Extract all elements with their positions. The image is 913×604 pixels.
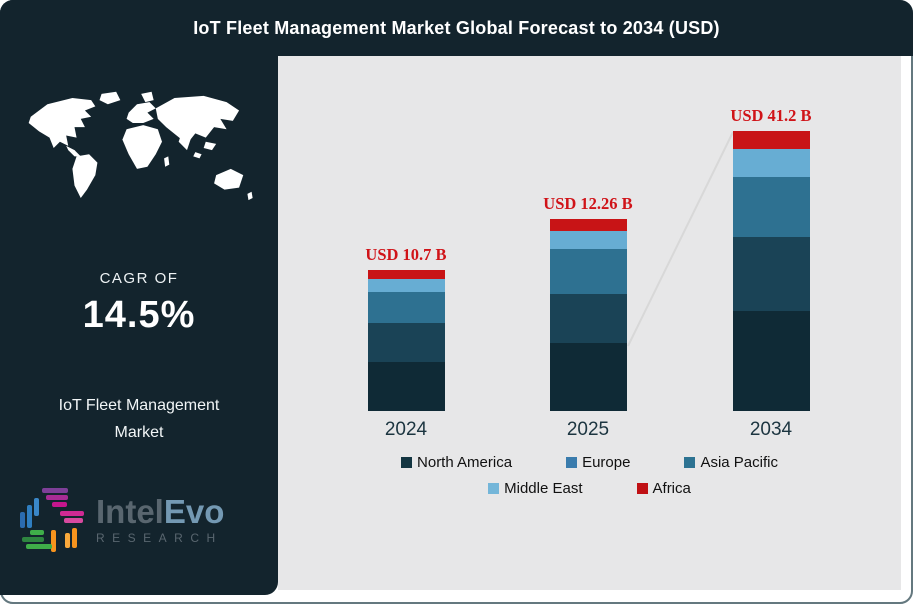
legend-item-middle-east: Middle East — [488, 480, 583, 497]
bar-value-label-2024: USD 10.7 B — [365, 245, 447, 264]
legend-swatch — [566, 457, 578, 468]
logo-text: IntelEvo RESEARCH — [96, 495, 224, 546]
world-map-graphic — [28, 91, 253, 201]
bar-segment-africa — [732, 131, 810, 149]
x-axis-label-2034: 2034 — [749, 419, 793, 440]
bar-value-label-2034: USD 41.2 B — [730, 106, 812, 125]
legend-label: Asia Pacific — [700, 454, 778, 471]
legend-swatch — [684, 457, 696, 468]
x-axis-label-2024: 2024 — [384, 419, 428, 440]
logo-tagline: RESEARCH — [96, 531, 223, 545]
x-axis-label-2025: 2025 — [566, 419, 610, 440]
bar-2034 — [732, 131, 810, 411]
bar-segment-middle-east — [732, 149, 810, 177]
bar-segment-europe — [732, 237, 810, 311]
legend-label: Africa — [652, 480, 691, 497]
bar-segment-asia-pacific — [732, 177, 810, 237]
legend-label: Middle East — [504, 480, 583, 497]
bar-segment-north-america — [732, 311, 810, 411]
logo: IntelEvo RESEARCH — [18, 484, 268, 556]
sidebar: CAGR OF 14.5% IoT Fleet Management Marke… — [0, 0, 278, 595]
legend-item-north-america: North America — [401, 454, 512, 471]
legend-item-europe: Europe — [566, 454, 630, 471]
chart-panel: USD 10.7 B 2024 USD 12.26 B 2025 USD 41.2 B 2… — [278, 56, 901, 590]
logo-pinwheel-icon — [18, 486, 86, 554]
legend-row: North America Europe Asia Pacific — [278, 454, 901, 471]
bar-segment-europe — [549, 293, 627, 343]
bar-segment-north-america — [367, 361, 445, 411]
legend-item-africa: Africa — [636, 480, 691, 497]
bar-2024 — [367, 270, 445, 411]
world-map — [12, 84, 262, 212]
logo-brand-intel: Intel — [96, 493, 164, 530]
legend-swatch — [401, 457, 413, 468]
bar-segment-middle-east — [549, 231, 627, 250]
legend-item-asia-pacific: Asia Pacific — [684, 454, 778, 471]
legend-swatch — [488, 483, 500, 494]
bar-segment-africa — [549, 219, 627, 232]
page-title: IoT Fleet Management Market Global Forec… — [193, 18, 720, 38]
bar-segment-asia-pacific — [367, 291, 445, 323]
bar-segment-europe — [367, 322, 445, 362]
market-name: IoT Fleet Management Market — [0, 392, 278, 446]
bar-segment-asia-pacific — [549, 249, 627, 294]
legend-row: Middle East Africa — [278, 480, 901, 497]
bar-segment-middle-east — [367, 278, 445, 292]
legend-label: North America — [417, 454, 513, 471]
cagr-label: CAGR OF — [99, 270, 179, 287]
bar-2025 — [549, 219, 627, 411]
legend-label: Europe — [582, 454, 631, 471]
market-name-line2: Market — [114, 424, 164, 441]
legend-swatch — [636, 483, 648, 494]
bar-segment-north-america — [549, 343, 627, 411]
bar-value-label-2025: USD 12.26 B — [543, 194, 633, 213]
trend-line — [627, 131, 734, 347]
market-name-line1: IoT Fleet Management — [58, 397, 220, 414]
logo-brand: IntelEvo — [96, 495, 224, 529]
chart-legend: North America Europe Asia Pacific Middle Ea… — [278, 454, 901, 497]
bar-segment-africa — [367, 270, 445, 279]
logo-brand-evo: Evo — [163, 493, 225, 530]
cagr-value: 14.5% — [82, 294, 196, 336]
